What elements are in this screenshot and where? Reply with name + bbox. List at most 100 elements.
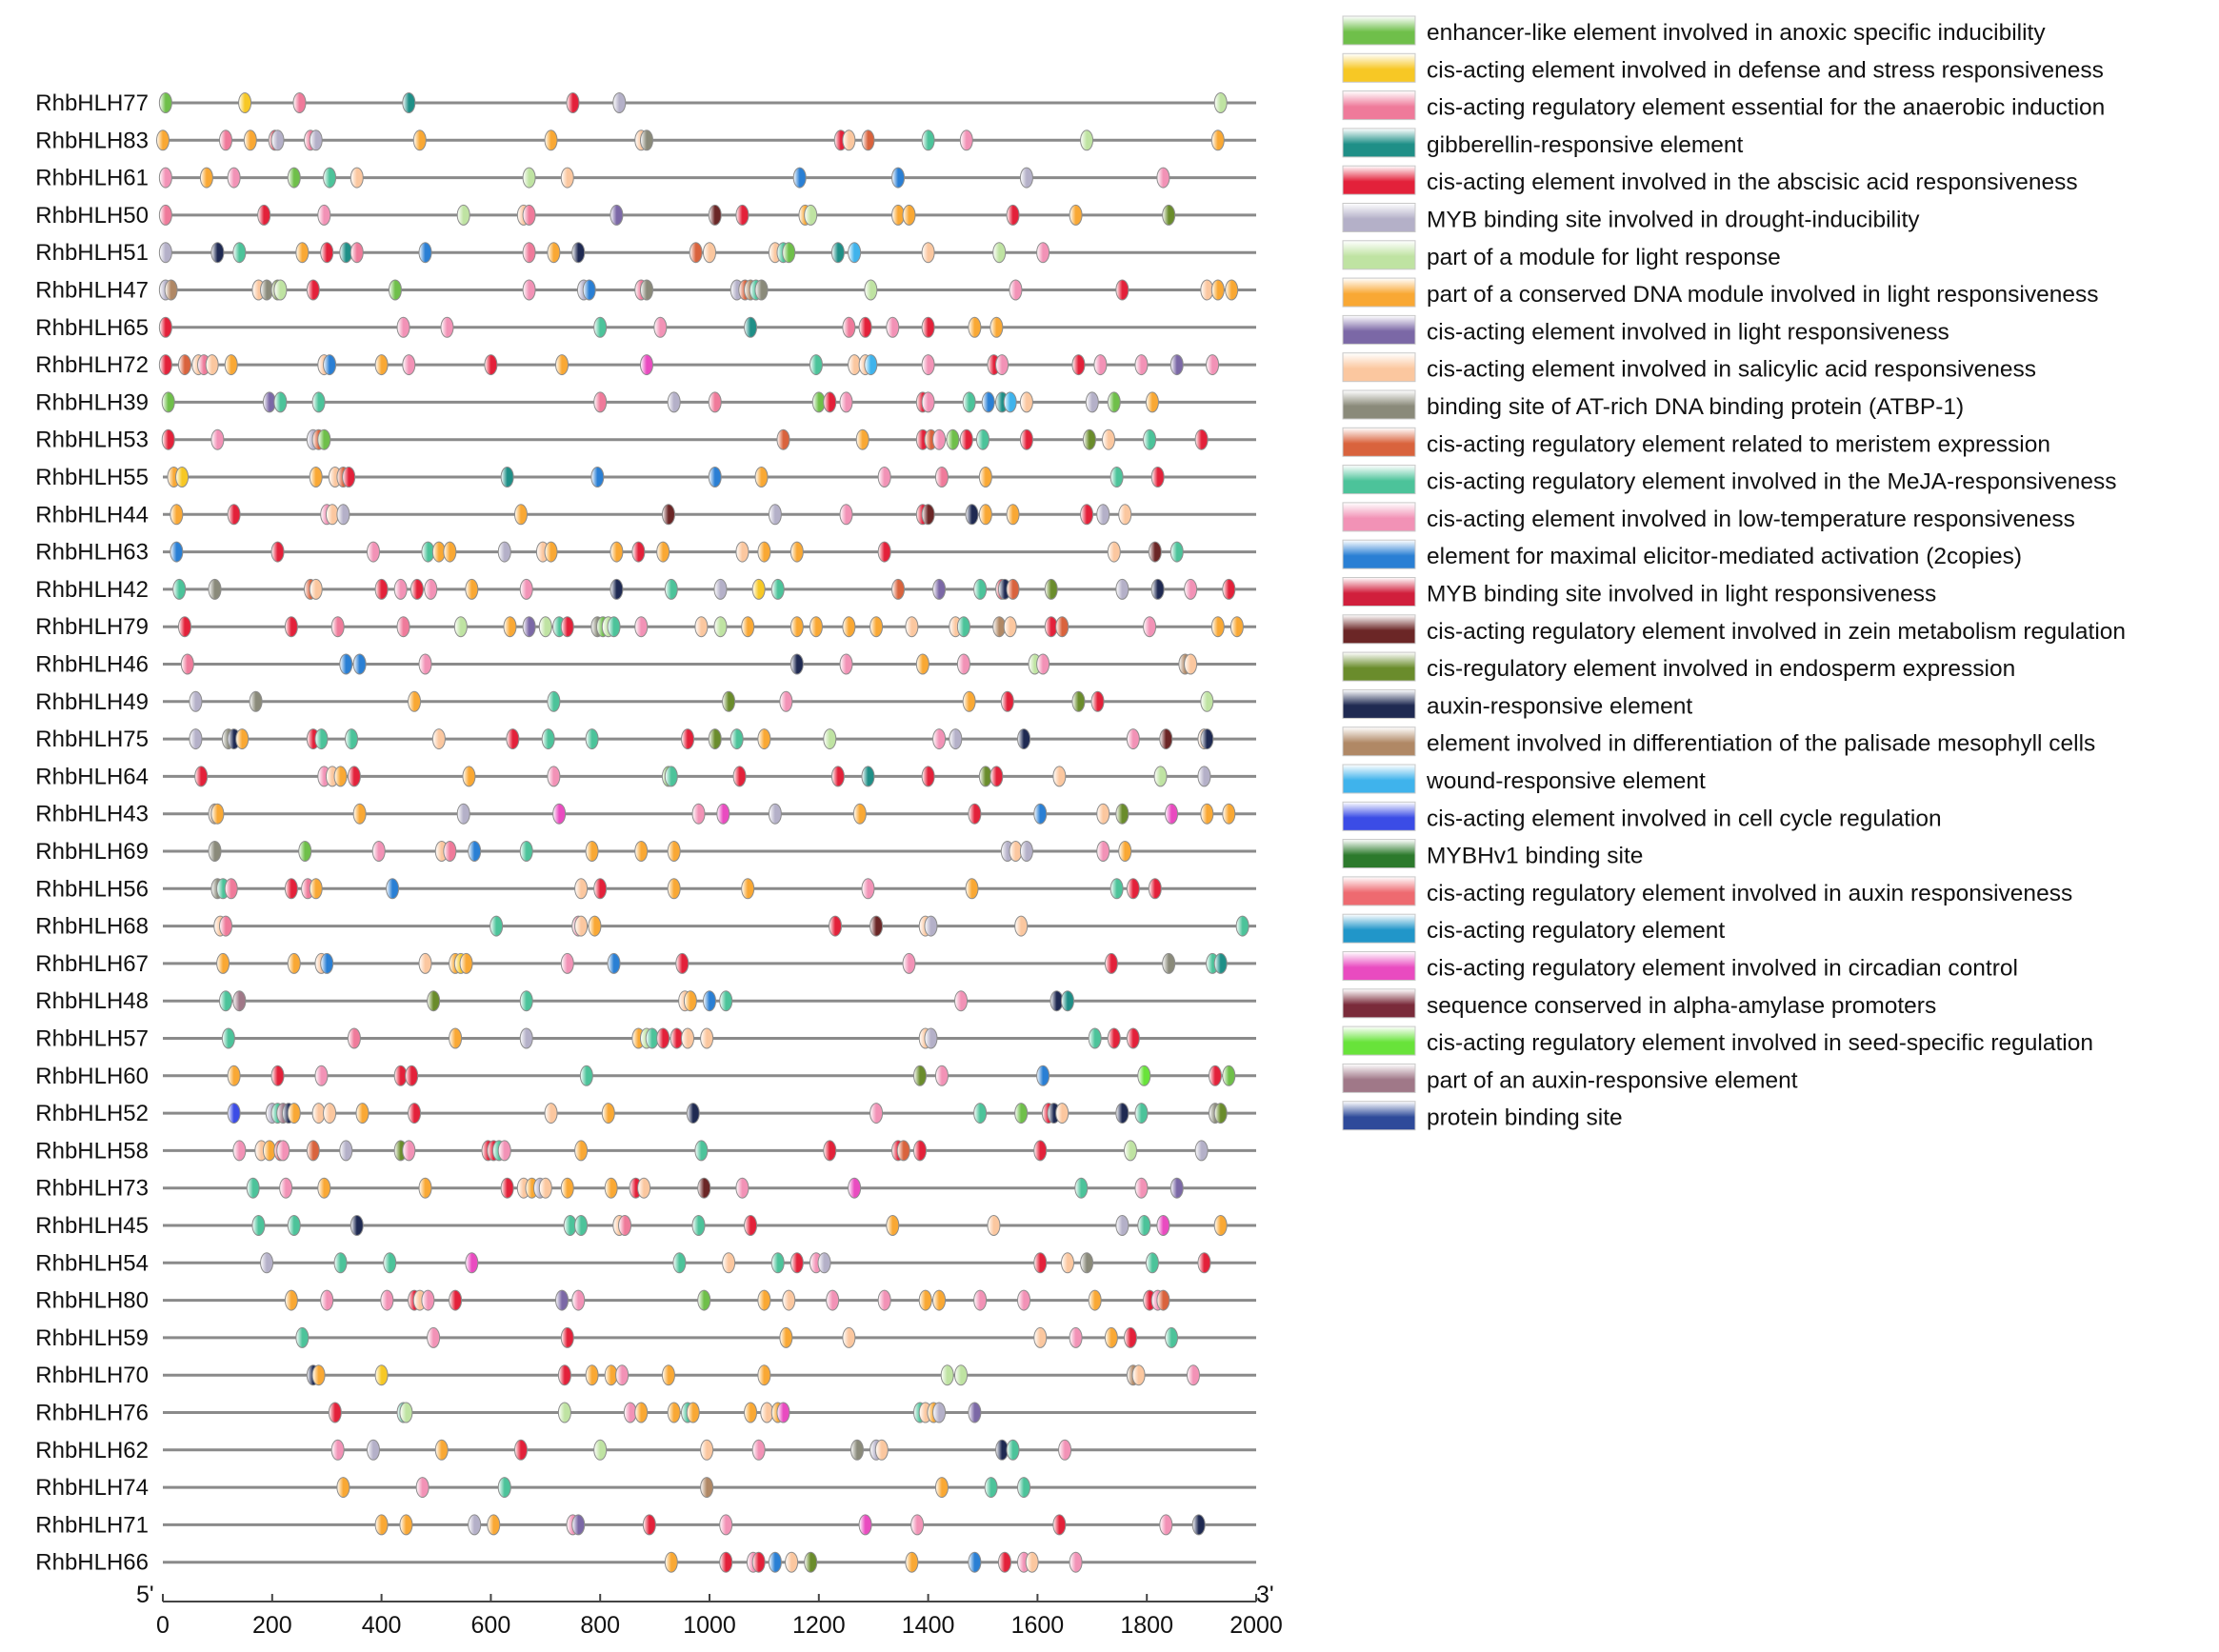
element-site-marker [877, 541, 891, 563]
element-site-marker [571, 242, 586, 264]
element-site-marker [744, 316, 758, 338]
element-site-marker [1126, 728, 1140, 750]
element-site-marker [513, 1439, 528, 1461]
element-site-marker [700, 1439, 714, 1461]
element-site-marker [770, 1252, 785, 1274]
element-site-marker [973, 1103, 988, 1125]
x-tick-label: 200 [252, 1612, 292, 1639]
element-site-marker [1162, 204, 1176, 226]
element-site-marker [842, 616, 856, 638]
element-site-marker [1194, 428, 1209, 450]
element-site-marker [804, 204, 818, 226]
element-site-marker [519, 990, 533, 1012]
element-site-marker [402, 1140, 416, 1162]
element-site-marker [339, 1140, 353, 1162]
legend-item-12: cis-acting regulatory element related to… [1342, 427, 2050, 457]
element-site-marker [1080, 1252, 1094, 1274]
gene-row-rhbhlh70: RhbHLH70 [35, 1363, 1256, 1388]
legend-swatch [1342, 352, 1416, 383]
element-site-marker [270, 1065, 285, 1086]
gene-label: RhbHLH62 [35, 1438, 149, 1463]
legend-item-24: cis-acting regulatory element involved i… [1342, 876, 2072, 906]
element-site-marker [713, 616, 728, 638]
element-site-marker [541, 728, 555, 750]
gene-row-rhbhlh52: RhbHLH52 [35, 1101, 1256, 1126]
legend-item-3: cis-acting regulatory element essential … [1342, 90, 2105, 121]
element-site-marker [219, 129, 233, 151]
element-site-marker [1235, 915, 1249, 937]
element-site-marker [232, 242, 247, 264]
element-site-marker [965, 878, 979, 900]
element-site-marker [216, 952, 230, 974]
element-site-marker [418, 653, 432, 675]
legend-item-29: part of an auxin-responsive element [1342, 1063, 1798, 1093]
element-site-marker [959, 129, 973, 151]
element-site-marker [208, 841, 222, 862]
element-site-marker [1148, 878, 1162, 900]
element-site-marker [1156, 1215, 1170, 1236]
gene-label: RhbHLH54 [35, 1250, 149, 1276]
element-site-marker [158, 316, 172, 338]
element-site-marker [449, 1289, 463, 1311]
element-site-marker [757, 1289, 771, 1311]
legend-swatch [1342, 539, 1416, 569]
element-site-marker [497, 1140, 511, 1162]
element-site-marker [1162, 952, 1176, 974]
legend-swatch [1342, 876, 1416, 906]
element-site-marker [1085, 391, 1099, 413]
legend-label: cis-acting element involved in defense a… [1427, 57, 2104, 83]
element-site-marker [700, 1027, 714, 1049]
legend-swatch [1342, 651, 1416, 682]
element-site-marker [161, 391, 175, 413]
element-site-marker [547, 690, 561, 712]
legend-item-17: cis-acting regulatory element involved i… [1342, 614, 2126, 645]
element-site-marker [393, 578, 408, 600]
element-site-marker [751, 1439, 766, 1461]
gene-row-rhbhlh54: RhbHLH54 [35, 1250, 1256, 1276]
element-site-marker [782, 1289, 796, 1311]
gene-row-rhbhlh56: RhbHLH56 [35, 876, 1256, 902]
element-site-marker [1110, 878, 1124, 900]
element-site-marker [224, 354, 238, 376]
legend: enhancer-like element involved in anoxic… [1342, 15, 2126, 1131]
element-site-marker [257, 204, 271, 226]
x-tick-label: 1000 [683, 1612, 736, 1639]
element-site-marker [1052, 766, 1067, 787]
element-site-marker [1069, 204, 1083, 226]
gene-label: RhbHLH50 [35, 203, 149, 229]
element-site-marker [968, 1551, 982, 1573]
element-site-marker [1229, 616, 1244, 638]
element-site-marker [915, 653, 930, 675]
element-site-marker [330, 616, 345, 638]
element-site-marker [396, 616, 410, 638]
element-site-marker [940, 1364, 954, 1386]
legend-swatch [1342, 128, 1416, 158]
element-site-marker [227, 1065, 241, 1086]
legend-label: cis-acting element involved in the absci… [1427, 169, 2078, 195]
element-site-marker [956, 653, 970, 675]
element-site-marker [790, 616, 804, 638]
element-site-marker [861, 878, 875, 900]
element-site-marker [571, 1289, 586, 1311]
element-site-marker [934, 1065, 949, 1086]
gene-row-rhbhlh58: RhbHLH58 [35, 1138, 1256, 1164]
element-site-marker [691, 803, 706, 825]
element-site-marker [681, 728, 695, 750]
element-site-marker [582, 279, 596, 301]
gene-row-rhbhlh66: RhbHLH66 [35, 1550, 1256, 1576]
element-site-marker [703, 242, 716, 264]
element-site-marker [1213, 1103, 1228, 1125]
element-site-marker [219, 915, 233, 937]
element-site-marker [694, 616, 709, 638]
gene-row-rhbhlh64: RhbHLH64 [35, 764, 1256, 789]
element-site-marker [585, 1364, 599, 1386]
legend-item-9: cis-acting element involved in light res… [1342, 314, 1949, 345]
element-site-marker [456, 204, 470, 226]
legend-item-14: cis-acting element involved in low-tempe… [1342, 502, 2075, 532]
element-site-marker [374, 1364, 389, 1386]
element-site-marker [661, 504, 675, 526]
element-site-marker [208, 578, 222, 600]
element-site-marker [1017, 1477, 1031, 1499]
legend-item-27: sequence conserved in alpha-amylase prom… [1342, 988, 1936, 1019]
element-site-marker [809, 354, 823, 376]
